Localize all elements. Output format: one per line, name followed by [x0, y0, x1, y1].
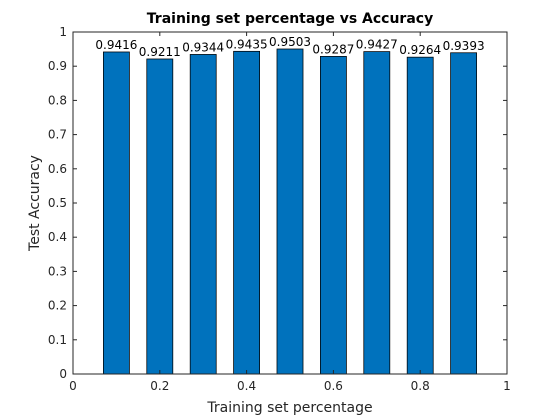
bar [146, 58, 174, 375]
y-tick-label: 0.8 [48, 93, 67, 107]
bar [189, 54, 217, 375]
bar-value-label: 0.9435 [226, 37, 268, 51]
bar-value-label: 0.9393 [443, 39, 485, 53]
x-tick-label: 1 [503, 379, 511, 393]
y-tick-label: 0.1 [48, 333, 67, 347]
y-tick-label: 1 [59, 25, 67, 39]
bar-value-label: 0.9416 [95, 38, 137, 52]
bar-value-label: 0.9344 [182, 40, 224, 54]
x-tick-label: 0.6 [324, 379, 343, 393]
bar [450, 52, 477, 375]
bar [276, 48, 304, 375]
bar-value-label: 0.9264 [399, 43, 441, 57]
y-tick-label: 0.6 [48, 162, 67, 176]
y-tick-label: 0.5 [48, 196, 67, 210]
bar [406, 56, 434, 375]
bar [103, 51, 130, 375]
bar [233, 50, 260, 375]
y-axis-title: Test Accuracy [27, 155, 43, 252]
y-tick-label: 0.2 [48, 299, 67, 313]
y-tick-label: 0 [59, 367, 67, 381]
chart-title: Training set percentage vs Accuracy [147, 11, 433, 27]
bar-value-label: 0.9211 [139, 45, 181, 59]
x-tick-label: 0.8 [411, 379, 430, 393]
x-tick-label: 0 [69, 379, 77, 393]
bar-value-label: 0.9503 [269, 35, 311, 49]
x-axis-title: Training set percentage [206, 400, 372, 416]
x-tick-label: 0.2 [150, 379, 169, 393]
bar [363, 51, 391, 375]
y-tick-label: 0.7 [48, 128, 67, 142]
x-tick-label: 0.4 [237, 379, 256, 393]
bar [320, 56, 347, 375]
y-tick-label: 0.3 [48, 264, 67, 278]
bar-value-label: 0.9427 [356, 38, 398, 52]
y-tick-label: 0.4 [48, 230, 67, 244]
y-tick-label: 0.9 [48, 59, 67, 73]
bar-value-label: 0.9287 [312, 42, 354, 56]
